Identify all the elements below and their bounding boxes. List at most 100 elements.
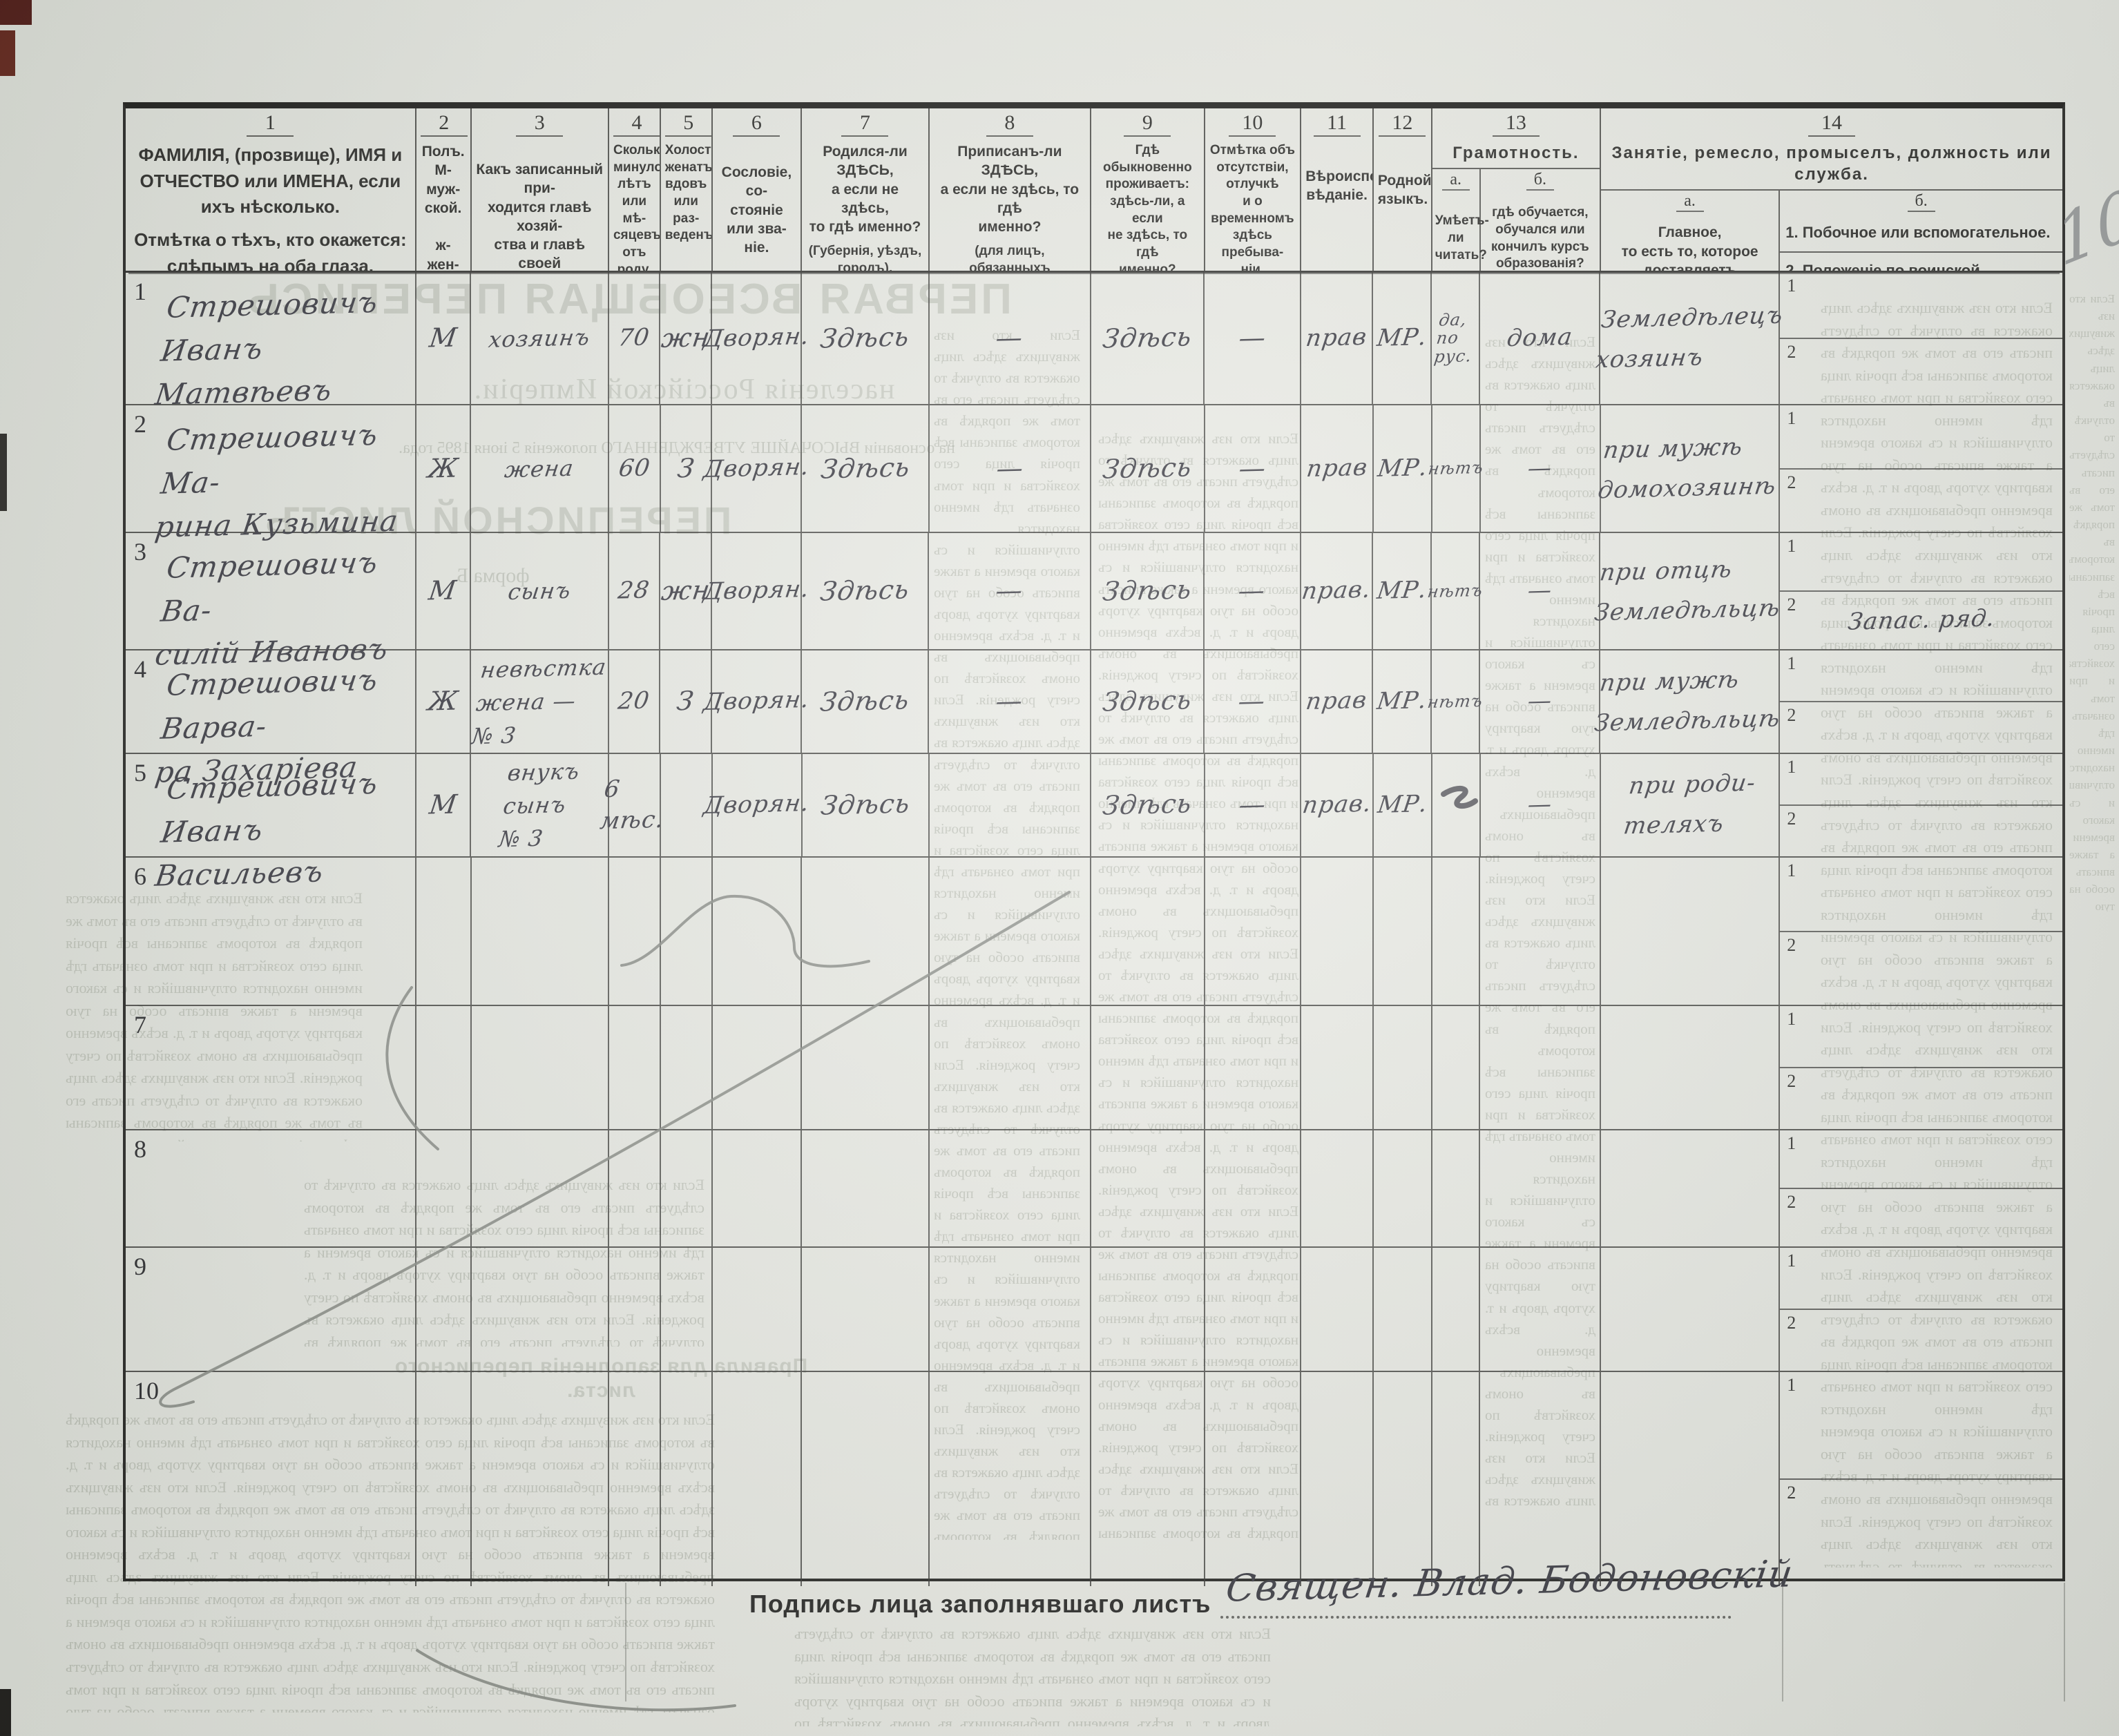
sub-row-2: 2 — [1780, 702, 2062, 753]
absence-cell: — — [1205, 533, 1301, 649]
education-cell: — — [1481, 754, 1602, 856]
birthplace-cell: Здѣсь — [802, 273, 930, 404]
table-header: 1 ФАМИЛІЯ, (прозвище), ИМЯ и ОТЧЕСТВО ил… — [126, 108, 2062, 273]
sub-row-number: 1 — [1787, 1251, 1796, 1271]
secondary-occupation-cell: 1 2 — [1780, 1372, 2063, 1586]
secondary-occupation-cell: 1 2 — [1780, 754, 2063, 856]
sex-cell: М — [416, 754, 472, 856]
age-cell: 60 — [609, 405, 661, 532]
estate-cell: Дворян. — [702, 650, 811, 753]
table-row: 8 1 2 — [126, 1129, 2063, 1246]
marital-cell: З — [661, 405, 713, 532]
handwritten-value: при отцѣ Земледѣльцѣ — [1592, 555, 1782, 627]
header-text: Гдѣ обыкновенно проживаетъ: здѣсь-ли, а … — [1102, 143, 1192, 271]
age-cell — [609, 858, 661, 1005]
column-number: 4 — [613, 111, 660, 137]
handwritten-value: М — [427, 789, 459, 820]
handwritten-value: З — [675, 686, 697, 717]
header-col-11: 11 Вѣроиспо- вѣданіе. — [1301, 108, 1374, 271]
language-cell — [1374, 1130, 1432, 1246]
sub-row-number: 2 — [1787, 809, 1796, 829]
birthplace-cell: Здѣсь — [803, 754, 930, 856]
registration-cell: — — [930, 273, 1091, 404]
relation-cell: невѣстка жена — № 3 — [470, 650, 609, 753]
literacy-cell — [1432, 1248, 1481, 1371]
age-cell: 70 — [609, 273, 661, 404]
sub-row-number: 2 — [1787, 595, 1796, 615]
sub-row-2: 2 — [1780, 932, 2062, 1005]
header-col-1: 1 ФАМИЛІЯ, (прозвище), ИМЯ и ОТЧЕСТВО ил… — [126, 108, 416, 271]
occupation-cell: при роди- теляхъ — [1601, 754, 1781, 856]
header-text: (для лицъ, обязанныхъ припискою). — [969, 244, 1051, 271]
handwritten-value: прав — [1304, 322, 1369, 353]
header-text: Вѣроиспо- вѣданіе. — [1305, 168, 1372, 204]
handwritten-value: при мужѣ домохозяинѣ — [1596, 432, 1778, 504]
birthplace-cell — [802, 1006, 930, 1129]
religion-cell — [1301, 858, 1374, 1005]
sub-row-number: 1 — [1787, 1133, 1796, 1153]
handwritten-value: Здѣсь — [1100, 321, 1194, 355]
estate-cell — [713, 1130, 803, 1246]
header-col-12: 12 Родной языкъ. — [1374, 108, 1432, 271]
registration-cell: — — [929, 650, 1091, 753]
pencil-curve — [416, 1649, 736, 1712]
handwritten-value: МР. — [1375, 453, 1429, 483]
secondary-occupation-cell: 1 2 — [1780, 1248, 2063, 1371]
secondary-occupation-cell: 1 2 — [1780, 273, 2062, 404]
estate-cell: Дворян. — [702, 405, 812, 532]
residence-cell: Здѣсь — [1091, 650, 1205, 753]
sub-row-1: 1 — [1780, 1372, 2063, 1480]
literacy-cell: нѣтъ — [1427, 405, 1485, 532]
header-text: ФАМИЛІЯ, (прозвище), ИМЯ и ОТЧЕСТВО или … — [138, 144, 403, 218]
marital-cell: жн — [660, 533, 713, 649]
header-col-10: 10 Отмѣтка объ отсутствіи, отлучкѣ и о в… — [1205, 108, 1302, 271]
relation-cell — [472, 1130, 610, 1246]
handwritten-value: при мужѣ Земледѣльцѣ — [1592, 666, 1782, 737]
table-row: 2 Стрешовичъ Ма- рина Кузьмина Ж жена 60… — [126, 404, 2063, 544]
age-cell: 20 — [609, 650, 661, 753]
sex-cell — [416, 1006, 472, 1129]
marital-cell: З — [660, 650, 713, 753]
relation-cell: сынъ — [471, 533, 609, 649]
row-number: 2 — [134, 410, 146, 438]
handwritten-value: — — [1236, 685, 1268, 717]
estate-cell: Дворян. — [702, 533, 811, 649]
residence-cell: Здѣсь — [1091, 533, 1205, 649]
handwritten-value: 28 — [616, 576, 652, 605]
signature-row: Подпись лица заполнявшаго листъ Священ. … — [749, 1552, 1796, 1619]
name-cell: 1 Стрешовичъ Иванъ Матвѣевъ — [126, 273, 416, 412]
header-col-3: 3 Какъ записанный при- ходится главѣ хоз… — [472, 108, 609, 271]
occupation-cell — [1601, 1372, 1781, 1586]
language-cell — [1374, 1372, 1432, 1586]
handwritten-value: дома — [1505, 322, 1575, 353]
religion-cell — [1301, 1130, 1374, 1246]
header-col-2: 2 Полъ. М-муж- ской. ж-жен- скій. — [416, 108, 472, 271]
handwritten-value: МР. — [1375, 323, 1429, 352]
header-text: 1. Побочное или вспомогательное. — [1785, 224, 2051, 242]
handwritten-value: хозяинъ — [487, 324, 592, 353]
sub-row-1: 1 — [1780, 1006, 2063, 1068]
sub-row-number: 1 — [1787, 1375, 1796, 1395]
table-row: 5 Стрешовичъ Иванъ Васильевъ М внукъ сын… — [126, 753, 2063, 893]
column-number: 7 — [841, 111, 889, 137]
handwritten-value: МР. — [1375, 686, 1429, 715]
bleedthrough-line — [625, 1583, 626, 1701]
sub-row-2: 2 — [1780, 806, 2062, 856]
registration-cell — [930, 1372, 1092, 1586]
handwritten-value: МР. — [1375, 576, 1429, 605]
header-text: Какъ записанный при- ходится главѣ хозяй… — [476, 162, 604, 271]
header-text: Грамотность. — [1452, 144, 1580, 162]
literacy-cell — [1432, 1006, 1481, 1129]
sex-cell: Ж — [416, 405, 472, 532]
age-cell — [609, 1248, 661, 1371]
relation-cell: жена — [471, 405, 609, 532]
column-number: 3 — [516, 111, 564, 137]
header-col-9: 9 Гдѣ обыкновенно проживаетъ: здѣсь-ли, … — [1091, 108, 1205, 271]
language-cell — [1374, 1006, 1432, 1129]
sub-row-number: 1 — [1787, 276, 1796, 296]
birthplace-cell — [802, 858, 930, 1005]
sub-row-number: 2 — [1787, 705, 1796, 725]
scan-artifact — [0, 1689, 11, 1736]
marital-cell — [661, 1006, 713, 1129]
sex-cell — [416, 1130, 472, 1246]
